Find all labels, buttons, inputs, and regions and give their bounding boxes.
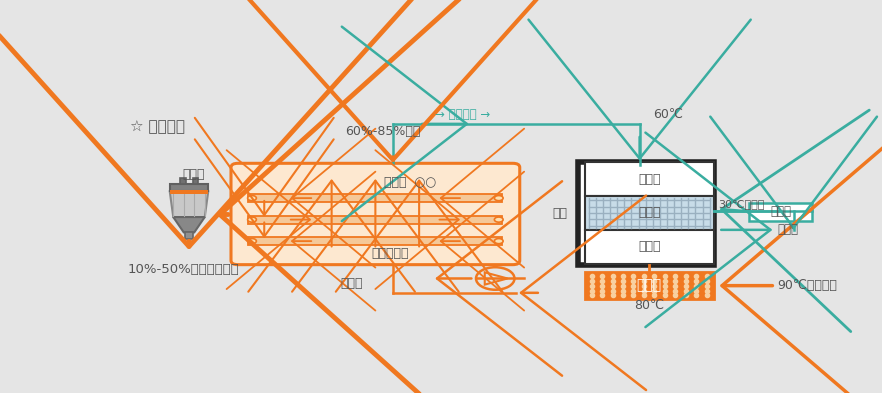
Bar	[585, 196, 714, 230]
Circle shape	[248, 239, 257, 244]
Bar	[249, 237, 502, 245]
Circle shape	[495, 239, 503, 244]
Text: 回热器: 回热器	[638, 173, 661, 185]
Text: 回热器: 回热器	[638, 240, 661, 253]
Text: 干料仓: 干料仓	[182, 168, 205, 181]
Circle shape	[495, 217, 503, 222]
Text: ☆ 工作原理: ☆ 工作原理	[130, 119, 184, 134]
Text: 60%-85%湿泥: 60%-85%湿泥	[345, 125, 420, 138]
Text: 带式干燥器: 带式干燥器	[371, 247, 408, 260]
Bar	[180, 178, 185, 184]
Circle shape	[248, 196, 257, 201]
Text: 成型机  ○○: 成型机 ○○	[384, 176, 437, 189]
Text: 80℃: 80℃	[634, 299, 664, 312]
Bar	[585, 162, 714, 196]
Bar	[192, 178, 198, 184]
Text: → 空气循环 →: → 空气循环 →	[435, 108, 490, 121]
Polygon shape	[169, 191, 208, 217]
Text: 换热: 换热	[552, 207, 567, 220]
Bar	[169, 184, 208, 191]
Bar	[169, 190, 208, 194]
Bar	[249, 215, 502, 224]
Text: 60℃: 60℃	[653, 108, 683, 121]
Text: 热空气: 热空气	[340, 277, 363, 290]
Bar	[578, 162, 714, 264]
Text: 冷凝水: 冷凝水	[777, 223, 798, 236]
FancyBboxPatch shape	[231, 163, 519, 264]
Bar	[749, 203, 812, 220]
Text: 冷却塔: 冷却塔	[770, 205, 791, 218]
Circle shape	[248, 217, 257, 222]
Bar	[184, 232, 193, 239]
Circle shape	[495, 196, 503, 201]
Text: 30℃冷却水: 30℃冷却水	[718, 199, 765, 209]
Text: 90℃余热热水: 90℃余热热水	[777, 279, 837, 292]
Polygon shape	[173, 217, 205, 232]
Text: 冷却器: 冷却器	[638, 206, 661, 219]
Bar	[249, 194, 502, 202]
Text: 加热器: 加热器	[637, 279, 662, 293]
Bar	[585, 272, 714, 299]
Bar	[585, 230, 714, 264]
Text: 10%-50%干泥（可调）: 10%-50%干泥（可调）	[128, 263, 240, 276]
